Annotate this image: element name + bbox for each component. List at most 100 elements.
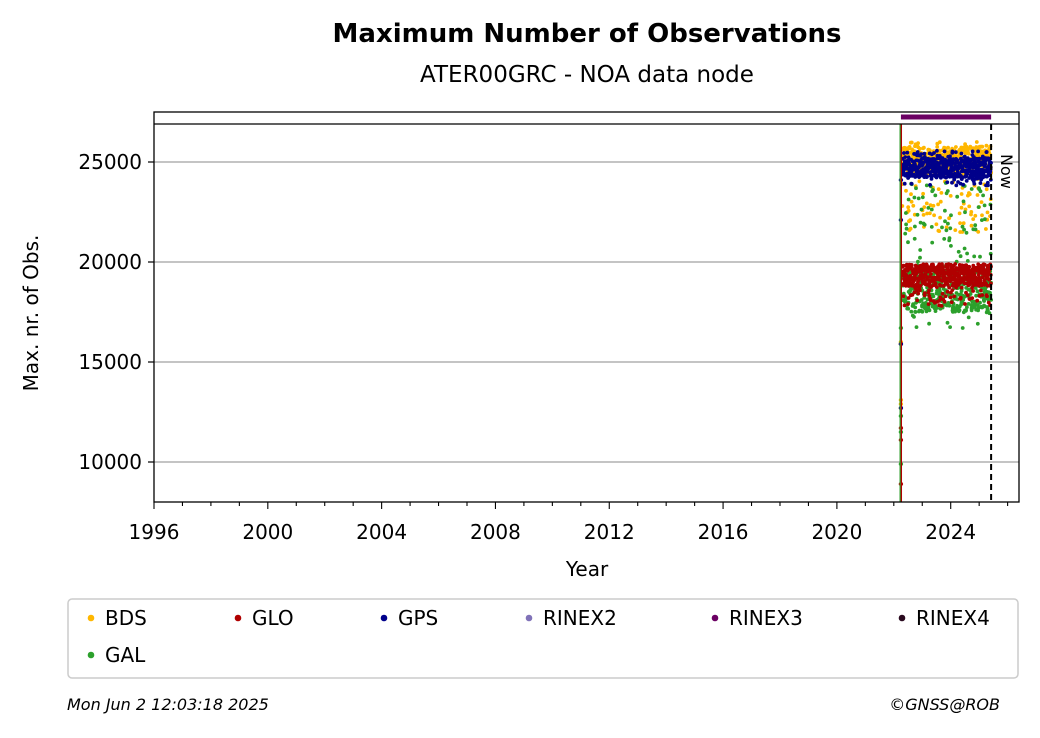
point-gps [983,162,988,166]
point-gal [978,189,983,194]
point-glo [910,293,915,297]
point-glo [908,274,913,278]
point-glo [970,296,975,300]
footer-credit: ©GNSS@ROB [889,695,1000,714]
point-gal [903,231,908,236]
point-gal [920,309,925,314]
point-bds [906,208,911,213]
point-gal [962,227,966,232]
point-bds [954,145,958,149]
legend-item-rinex4: RINEX4 [898,606,990,630]
legend-marker-glo [234,614,242,622]
point-gal [913,310,918,314]
point-gal [945,320,950,325]
point-gal [918,255,922,260]
point-bds [985,210,990,215]
point-bds [907,145,912,149]
point-gal [978,300,982,305]
point-gal [942,237,947,241]
point-glo [972,272,977,277]
point-gal [931,294,936,299]
point-gal [975,303,980,307]
point-glo [930,268,934,273]
marks-layer: Now [898,114,1016,502]
point-gal [956,249,961,254]
point-glo [948,295,953,300]
point-glo [945,282,950,287]
point-bds [911,203,916,208]
point-gal [933,193,938,198]
point-bds [916,141,920,146]
point-bds [979,200,984,205]
point-gal [927,308,932,313]
point-gal [982,203,987,208]
point-glo [929,272,933,276]
legend-item-glo: GLO [234,606,294,630]
point-gal [960,326,965,330]
point-bds [963,207,968,212]
point-gal [935,306,939,310]
point-gps [961,182,966,187]
point-bds [904,188,908,193]
point-gal [972,254,977,259]
point-glo [934,285,939,289]
point-glo [942,299,947,304]
x-tick-label: 2016 [698,520,749,544]
point-bds [973,213,978,218]
point-bds [938,215,942,220]
point-gal [944,228,949,233]
point-gps [945,180,950,185]
point-bds [909,192,913,197]
point-gal [906,197,911,202]
legend-marker-gps [380,614,388,622]
point-bds [959,192,964,196]
series-gal [898,181,993,467]
point-glo [926,302,931,306]
footer-timestamp: Mon Jun 2 12:03:18 2025 [67,695,269,714]
point-bds [969,223,974,228]
point-bds [922,145,926,150]
point-bds [966,151,971,156]
point-gps [942,149,947,154]
point-bds [947,216,951,221]
point-glo [923,272,928,277]
point-gal [909,309,914,314]
legend-label-bds: BDS [105,606,147,630]
point-glo [959,285,964,290]
point-bds [925,211,929,216]
point-bds [961,221,966,226]
y-tick-label: 10000 [78,450,142,474]
point-gps [913,162,917,167]
point-bds [971,217,976,222]
point-gps [972,181,977,186]
point-gal [955,194,960,199]
point-gal [981,193,985,198]
point-gal [947,303,952,308]
point-glo [958,295,963,300]
point-gps [909,181,914,186]
point-gal [906,240,910,245]
point-gps [986,183,990,188]
point-gal [961,199,966,204]
point-gal [933,309,938,313]
point-gal [975,321,980,326]
point-gal [964,230,969,235]
point-gps [919,152,924,157]
point-gps [925,174,929,179]
point-bds [967,192,972,197]
point-gps [950,180,954,185]
point-gps [902,181,907,186]
legend-label-rinex4: RINEX4 [916,606,990,630]
point-gps [989,161,993,165]
point-gal [965,251,969,256]
point-bds [936,187,941,192]
point-gal [945,189,950,193]
point-bds [980,213,984,218]
x-tick-label: 1996 [129,520,180,544]
point-gal [915,212,920,217]
point-gal [930,240,935,245]
point-bds [912,212,917,217]
point-bds [984,227,988,231]
point-gal [929,207,934,212]
